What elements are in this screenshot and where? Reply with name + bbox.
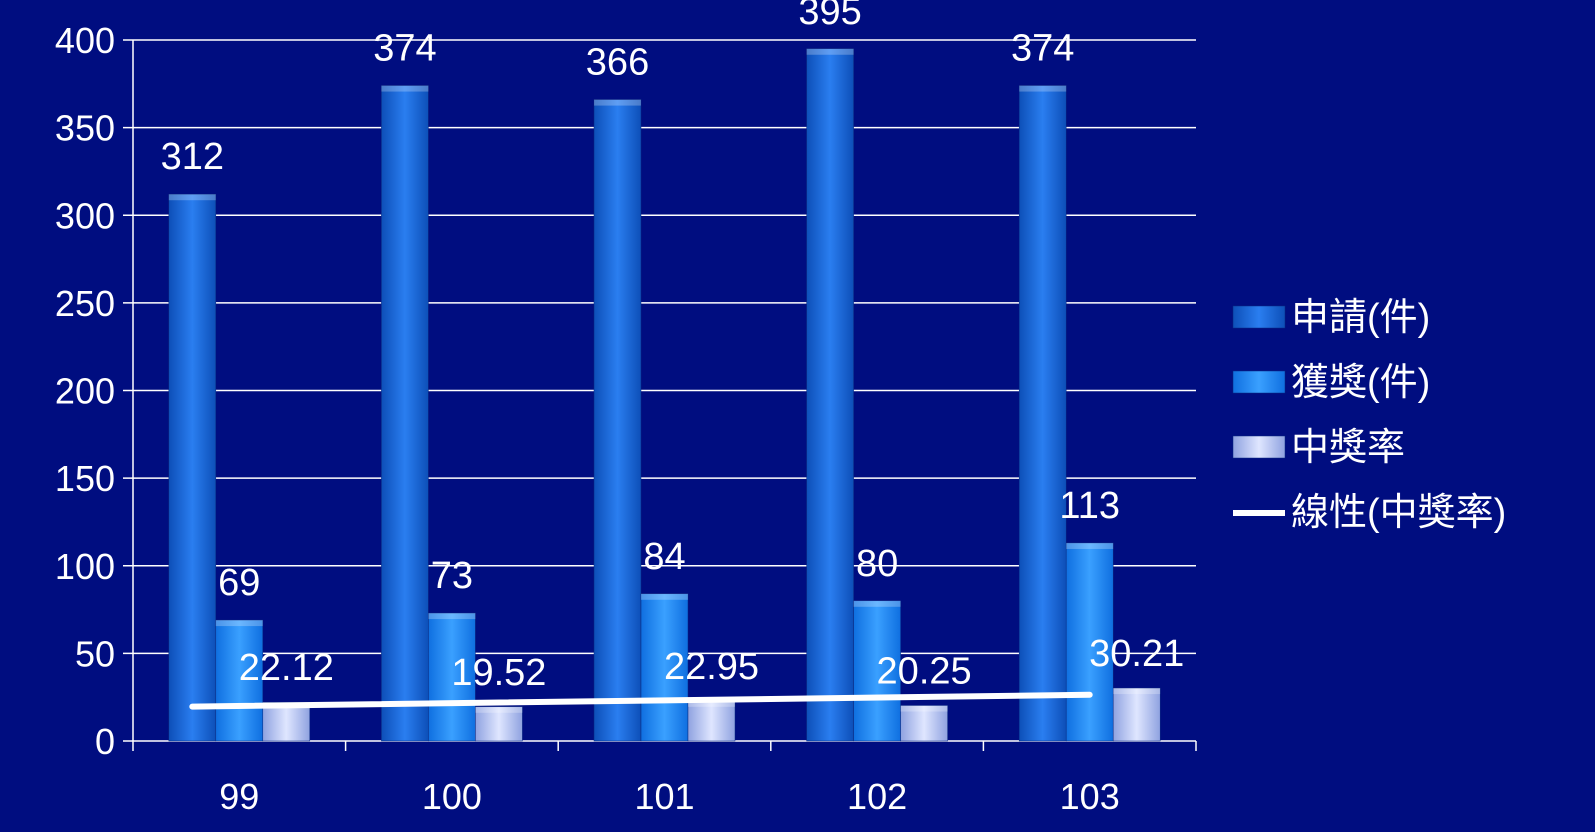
data-label-101-series-2: 22.95 <box>664 646 759 688</box>
x-tick-label-99: 99 <box>219 776 259 817</box>
bar-100-series-0 <box>381 85 429 742</box>
bar-cap-99-series-0 <box>168 194 216 201</box>
bar-cap-103-series-1 <box>1066 542 1114 549</box>
legend-label-series-2: 中獎率 <box>1291 427 1405 469</box>
y-tick-label-250: 250 <box>55 283 115 324</box>
x-tick-label-101: 101 <box>634 776 694 817</box>
y-tick-label-350: 350 <box>55 108 115 149</box>
bar-101-series-0 <box>593 99 642 742</box>
legend-swatch-series-1 <box>1232 370 1286 394</box>
bar-99-series-2 <box>262 701 311 742</box>
data-label-100-series-1: 73 <box>431 555 473 597</box>
bar-102-series-2 <box>900 705 948 742</box>
bar-100-series-1 <box>428 612 476 742</box>
bar-100-series-2 <box>475 706 523 742</box>
bar-cap-103-series-2 <box>1113 688 1161 695</box>
bar-103-series-2 <box>1112 687 1161 742</box>
trendline <box>189 691 1093 710</box>
y-tick-label-300: 300 <box>55 195 115 236</box>
bar-cap-100-series-1 <box>428 613 476 620</box>
y-tick-label-0: 0 <box>95 721 115 762</box>
data-label-102-series-1: 80 <box>856 543 898 585</box>
bar-cap-102-series-2 <box>900 705 948 712</box>
legend-label-series-0: 申請(件) <box>1291 297 1430 339</box>
data-label-100-series-0: 374 <box>373 28 436 70</box>
legend-swatch-series-2 <box>1232 435 1286 459</box>
data-label-102-series-0: 395 <box>798 0 861 33</box>
legend-swatch-series-0 <box>1232 305 1286 329</box>
data-label-102-series-2: 20.25 <box>877 651 972 693</box>
data-label-99-series-2: 22.12 <box>239 647 334 689</box>
bar-cap-102-series-1 <box>853 600 901 607</box>
data-label-99-series-0: 312 <box>161 136 224 178</box>
data-label-101-series-1: 84 <box>643 536 685 578</box>
bar-103-series-1 <box>1065 542 1114 742</box>
bar-cap-103-series-0 <box>1019 85 1067 92</box>
data-label-101-series-0: 366 <box>586 42 649 84</box>
data-labels: 312 374 366 395 374 69 73 84 80 113 22.12 19.52 22.9… <box>161 0 1185 694</box>
axes: 0 50 100 150 200 250 300 350 400 99 100 101 102 103 <box>55 20 1197 817</box>
bar-101-series-2 <box>687 700 736 742</box>
bar-cap-101-series-0 <box>594 99 641 106</box>
bar-102-series-0 <box>806 48 854 742</box>
bars <box>168 48 1161 742</box>
bar-cap-102-series-0 <box>806 48 854 55</box>
bar-102-series-1 <box>853 600 901 742</box>
legend-label-trendline: 線性(中獎率) <box>1291 492 1506 534</box>
y-tick-label-400: 400 <box>55 20 115 61</box>
bar-cap-101-series-2 <box>688 700 735 707</box>
bar-cap-100-series-2 <box>475 706 523 713</box>
data-label-103-series-2: 30.21 <box>1089 633 1184 675</box>
bar-99-series-0 <box>168 193 217 742</box>
bar-cap-101-series-1 <box>641 593 688 600</box>
x-tick-label-102: 102 <box>847 776 907 817</box>
legend-label-series-1: 獲獎(件) <box>1291 362 1430 404</box>
bar-103-series-0 <box>1018 85 1067 742</box>
x-tick-label-103: 103 <box>1060 776 1120 817</box>
bar-99-series-1 <box>215 619 264 742</box>
data-label-99-series-1: 69 <box>218 562 260 604</box>
bar-cap-100-series-0 <box>381 85 429 92</box>
bar-cap-99-series-1 <box>215 620 263 627</box>
x-tick-label-100: 100 <box>422 776 482 817</box>
bar-101-series-1 <box>640 593 689 742</box>
y-tick-label-150: 150 <box>55 458 115 499</box>
y-tick-label-50: 50 <box>75 633 115 674</box>
y-tick-label-200: 200 <box>55 371 115 412</box>
data-label-103-series-1: 113 <box>1059 485 1120 527</box>
trendline-line <box>189 691 1093 710</box>
data-label-100-series-2: 19.52 <box>451 652 546 694</box>
y-tick-label-100: 100 <box>55 546 115 587</box>
data-label-103-series-0: 374 <box>1011 28 1074 70</box>
gridlines <box>133 39 1196 655</box>
